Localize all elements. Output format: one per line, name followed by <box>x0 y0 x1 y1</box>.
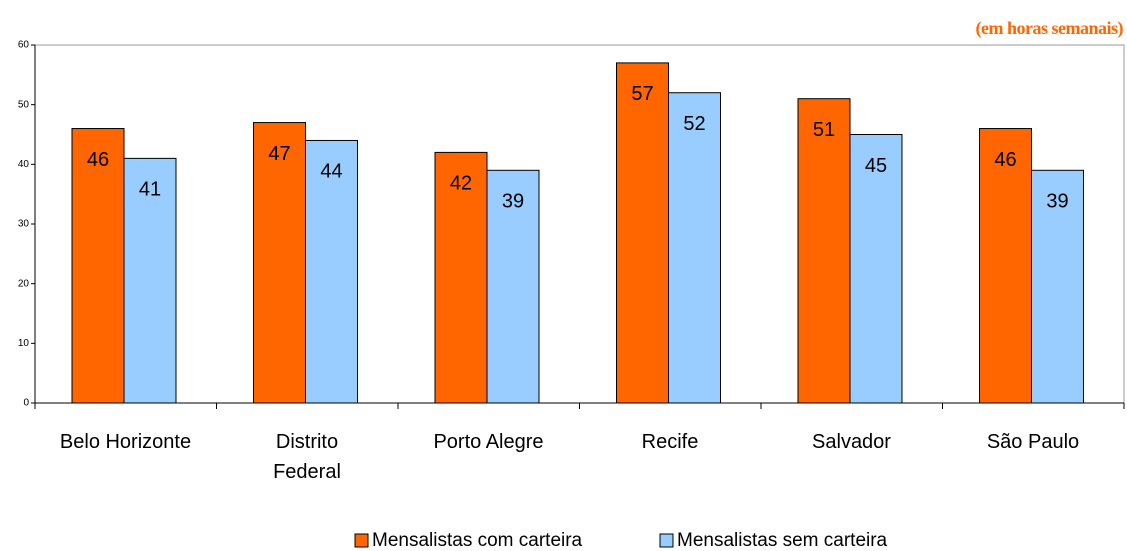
x-tick-label: Belo Horizonte <box>59 431 192 453</box>
data-label: 46 <box>87 149 109 171</box>
bar <box>305 139 358 404</box>
y-tick-label: 40 <box>18 159 30 170</box>
bar <box>434 151 488 404</box>
data-label: 51 <box>813 119 835 141</box>
bar <box>849 134 903 404</box>
bar <box>668 92 721 404</box>
x-tick-label: Salvador <box>812 431 891 453</box>
data-label: 46 <box>994 149 1016 171</box>
legend-swatch <box>354 533 369 548</box>
data-label: 42 <box>450 173 472 195</box>
data-label: 52 <box>683 113 705 135</box>
bar <box>253 122 306 404</box>
x-tick-label: Recife <box>641 431 699 453</box>
bar <box>616 62 669 404</box>
x-tick-label: Porto Alegre <box>433 431 544 453</box>
y-tick-label: 50 <box>18 99 30 110</box>
y-tick-label: 10 <box>18 338 30 349</box>
bar <box>123 157 177 404</box>
data-label: 41 <box>139 179 161 201</box>
data-label: 39 <box>502 191 524 213</box>
bar <box>979 128 1032 404</box>
bar <box>71 128 125 404</box>
y-tick-label: 30 <box>18 219 30 230</box>
x-tick-label: São Paulo <box>986 431 1080 453</box>
bar <box>486 169 540 404</box>
data-label: 44 <box>320 161 342 183</box>
x-tick-label: Distrito Federal <box>273 431 341 483</box>
legend-label: Mensalistas com carteira <box>372 530 583 551</box>
legend-label: Mensalistas sem carteira <box>677 530 888 551</box>
bar <box>1031 169 1084 404</box>
plot-frame <box>34 44 1125 404</box>
y-tick-label: 0 <box>23 398 29 409</box>
y-tick-label: 60 <box>18 40 30 51</box>
legend-swatch <box>659 533 674 548</box>
y-tick-label: 20 <box>18 278 30 289</box>
bar <box>797 98 851 404</box>
data-label: 45 <box>865 155 887 177</box>
data-label: 39 <box>1046 191 1068 213</box>
annotation: (em horas semanais) <box>975 18 1124 38</box>
data-label: 57 <box>631 83 653 105</box>
data-label: 47 <box>268 143 290 165</box>
